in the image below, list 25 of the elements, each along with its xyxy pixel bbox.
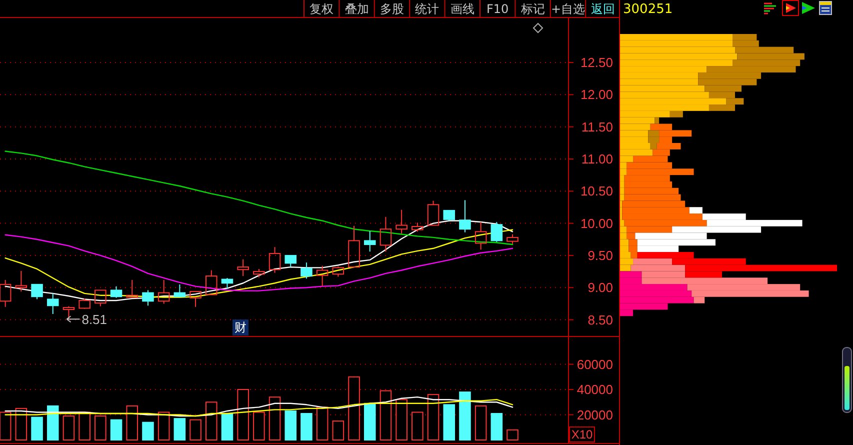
text: X10 — [571, 428, 593, 442]
y-tick-label: 11.00 — [581, 151, 613, 166]
y-tick-label: 10.00 — [580, 216, 613, 231]
text: 复权 — [310, 2, 334, 16]
chart-title: 300251 — [623, 2, 673, 17]
y-tick-label: 20000 — [576, 407, 613, 422]
y-tick-label: 8.50 — [588, 312, 613, 328]
text: 多股 — [380, 2, 404, 16]
text: 统计 — [415, 2, 440, 16]
text: 标记 — [520, 2, 545, 16]
y-tick-label: 12.50 — [580, 55, 613, 70]
y-tick-label: 40000 — [576, 382, 613, 398]
text: 返回 — [591, 2, 616, 16]
annotation: 8.51 — [82, 312, 108, 327]
text: 画线 — [450, 2, 474, 16]
y-tick-label: 9.00 — [588, 280, 613, 296]
y-tick-label: 9.50 — [588, 248, 613, 263]
y-tick-label: 60000 — [576, 356, 613, 372]
annotation: 财 — [234, 320, 246, 334]
y-tick-label: 10.50 — [580, 184, 613, 199]
text: F10 — [486, 2, 509, 16]
text: 叠加 — [344, 2, 369, 16]
text: +自选 — [550, 2, 586, 16]
y-tick-label: 11.50 — [581, 119, 613, 134]
y-tick-label: 12.00 — [580, 87, 613, 102]
